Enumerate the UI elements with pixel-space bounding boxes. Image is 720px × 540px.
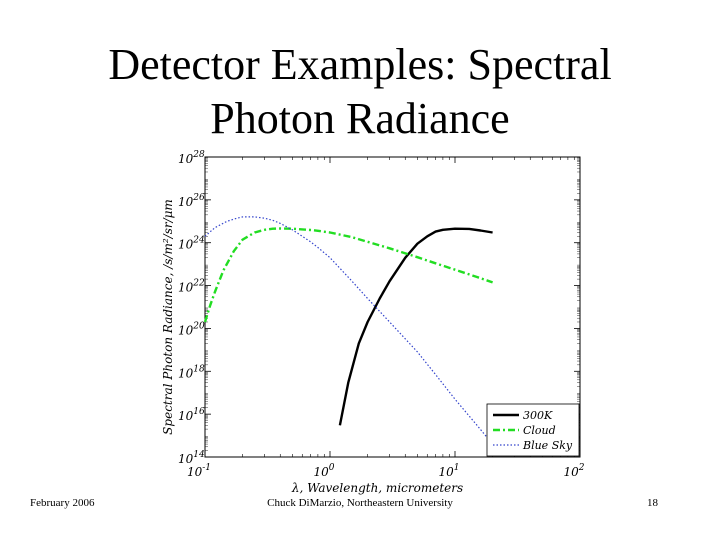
series-line-cloud xyxy=(203,227,493,323)
legend-entry-blue-sky: Blue Sky xyxy=(522,439,573,452)
footer-date: February 2006 xyxy=(30,497,95,509)
footer-author: Chuck DiMarzio, Northeastern University xyxy=(267,497,453,509)
series-line-blue-sky xyxy=(204,216,494,445)
spectral-radiance-chart: 10-1 100 101 102 1014 1016 1018 1020 1022 1024 102… xyxy=(161,150,585,495)
y-tick-label: 1014 xyxy=(178,450,205,466)
x-axis-label: λ, Wavelength, micrometers xyxy=(291,481,463,495)
series-line-300k xyxy=(338,227,493,426)
legend-box xyxy=(486,403,580,457)
slide-title-line-2: Photon Radiance xyxy=(210,94,510,143)
x-tick-label: 102 xyxy=(563,463,584,479)
x-tick-label: 100 xyxy=(313,463,334,479)
y-tick-label: 1028 xyxy=(178,150,205,166)
y-tick-label: 1026 xyxy=(178,193,205,209)
x-tick-label: 10-1 xyxy=(187,463,211,479)
slide-title: Detector Examples: Spectral Photon Radia… xyxy=(0,38,720,146)
legend-entry-cloud: Cloud xyxy=(523,424,556,437)
footer-page-number: 18 xyxy=(647,497,658,509)
y-tick-label: 1018 xyxy=(178,364,205,380)
y-axis-label: Spectral Photon Radiance, /s/m²/sr/μm xyxy=(161,199,175,435)
legend-entry-300k: 300K xyxy=(523,409,553,422)
slide-title-line-1: Detector Examples: Spectral xyxy=(108,40,612,89)
y-tick-label: 1024 xyxy=(178,236,205,252)
y-tick-label: 1016 xyxy=(178,407,205,423)
y-tick-label: 1022 xyxy=(178,279,205,295)
y-tick-label: 1020 xyxy=(178,321,205,337)
x-tick-label: 101 xyxy=(438,463,459,479)
